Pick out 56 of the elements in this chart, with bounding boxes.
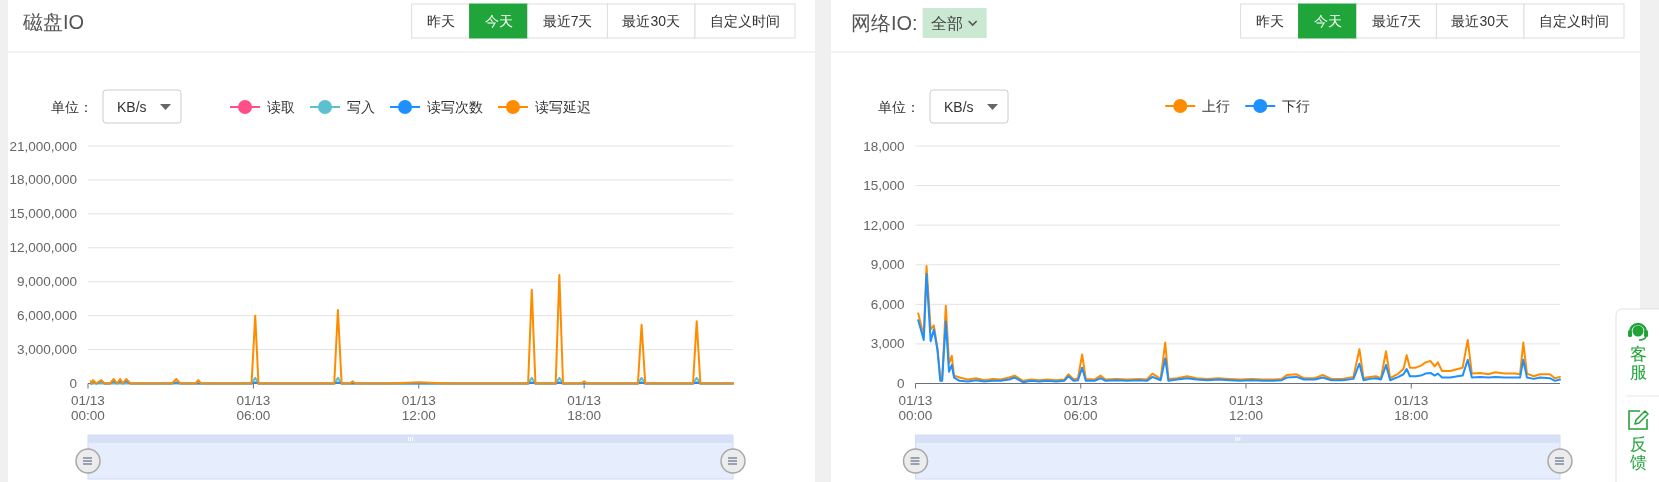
button: 最近7天	[527, 3, 608, 39]
chart-title: 磁盘IO	[22, 11, 85, 33]
button: 最近30天	[1435, 3, 1525, 39]
legend-item: 上行	[1164, 98, 1231, 114]
y-tick-label: 18,000	[863, 138, 905, 154]
y-tick-label: 6,000,000	[16, 308, 77, 324]
y-tick-label: 21,000,000	[9, 138, 77, 154]
legend-label: 下行	[1282, 98, 1311, 114]
text: 单位：	[51, 98, 93, 115]
y-tick-label: 12,000,000	[9, 240, 77, 256]
y-tick-label: 0	[69, 376, 77, 391]
y-tick-label: 15,000,000	[9, 206, 77, 222]
text: 单位：	[878, 98, 920, 115]
legend-item: 写入	[309, 99, 375, 115]
y-axis-title: KB/s	[117, 98, 147, 115]
dropdown: KB/s	[929, 89, 1009, 124]
x-tick-label: 01/13 00:00	[71, 392, 105, 423]
y-tick-label: 3,000	[870, 336, 905, 352]
y-tick-label: 18,000,000	[9, 172, 77, 188]
y-tick-label: 0	[896, 376, 905, 391]
x-tick-label: 01/13 18:00	[1394, 392, 1429, 423]
dropdown: KB/s	[102, 89, 182, 124]
y-axis-title: KB/s	[944, 98, 974, 115]
y-tick-label: 15,000	[863, 178, 905, 194]
button: 最近7天	[1356, 3, 1437, 39]
legend-label: 读写延迟	[535, 99, 591, 115]
legend-label: 读写次数	[427, 99, 483, 115]
button: 自定义时间	[694, 3, 796, 39]
x-tick-label: 01/13 12:00	[1229, 392, 1263, 423]
legend-item: 读写延迟	[497, 99, 591, 115]
x-tick-label: 01/13 18:00	[567, 392, 602, 423]
legend-label: 写入	[347, 99, 375, 115]
dropdown: 全部	[922, 8, 987, 38]
legend-label: 读取	[267, 99, 295, 115]
chart-title: 网络IO:	[851, 12, 918, 34]
legend-item: 读写次数	[389, 99, 483, 115]
x-tick-label: 01/13 06:00	[236, 392, 271, 423]
y-tick-label: 6,000	[870, 296, 905, 312]
x-tick-label: 01/13 06:00	[1063, 392, 1098, 423]
y-tick-label: 3,000,000	[16, 342, 77, 358]
button: 今天	[469, 3, 529, 39]
text: 反馈	[1628, 434, 1647, 471]
x-tick-label: 01/13 12:00	[401, 392, 436, 423]
y-tick-label: 12,000	[863, 217, 905, 233]
x-tick-label: 01/13 00:00	[898, 392, 933, 423]
text: 客服	[1629, 344, 1647, 381]
button: 最近30天	[606, 3, 696, 39]
y-tick-label: 9,000,000	[16, 274, 77, 290]
button: 昨天	[1240, 3, 1300, 39]
legend-item: 读取	[229, 99, 295, 115]
y-tick-label: 9,000	[870, 257, 905, 273]
button: 今天	[1298, 3, 1358, 39]
button: 昨天	[411, 3, 471, 39]
legend-item: 下行	[1244, 98, 1311, 114]
button: 自定义时间	[1523, 3, 1625, 39]
legend-label: 上行	[1202, 98, 1231, 114]
